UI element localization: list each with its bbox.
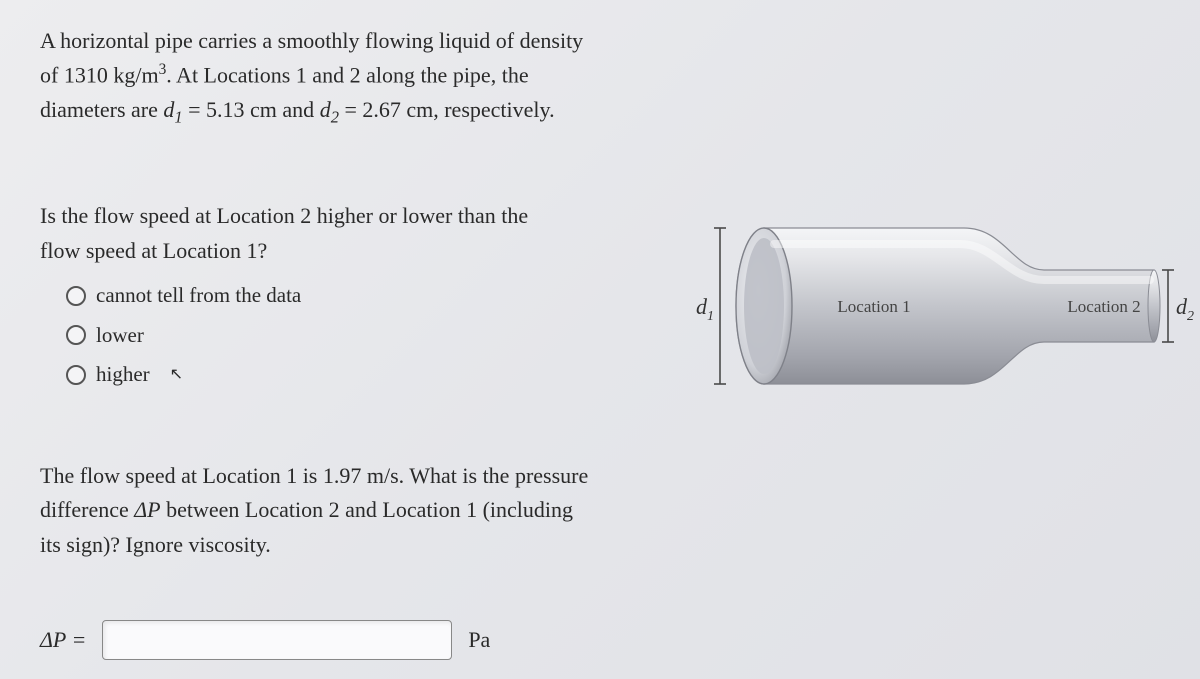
- option-label: cannot tell from the data: [96, 276, 301, 316]
- location-2-label: Location 2: [1067, 297, 1140, 316]
- problem-intro: A horizontal pipe carries a smoothly flo…: [40, 24, 680, 129]
- question-1: Is the flow speed at Location 2 higher o…: [40, 199, 640, 395]
- radio-icon: [66, 365, 86, 385]
- d1-bracket: [714, 228, 726, 384]
- q2-line2: difference ΔP between Location 2 and Loc…: [40, 493, 700, 527]
- q2-line2-b: between Location 2 and Location 1 (inclu…: [161, 497, 573, 522]
- d2-bracket: [1162, 270, 1174, 342]
- intro-d2-sym: d: [320, 97, 331, 122]
- d2-label: d2: [1176, 294, 1194, 324]
- intro-d1-sub: 1: [174, 107, 182, 126]
- option-label: lower: [96, 316, 144, 356]
- intro-line-2: of 1310 kg/m3. At Locations 1 and 2 alon…: [40, 58, 680, 92]
- q1-line1: Is the flow speed at Location 2 higher o…: [40, 199, 640, 233]
- pipe-diagram: d1 Location 1 Location 2 d2: [674, 196, 1194, 416]
- option-label: higher: [96, 355, 150, 395]
- delta-p-input[interactable]: [102, 620, 452, 660]
- answer-unit: Pa: [468, 627, 490, 653]
- cursor-icon: ↖: [170, 360, 183, 390]
- intro-line2-b: . At Locations 1 and 2 along the pipe, t…: [166, 62, 528, 87]
- radio-icon: [66, 325, 86, 345]
- question-2: The flow speed at Location 1 is 1.97 m/s…: [40, 459, 700, 561]
- delta-p-equals: ΔP =: [40, 627, 86, 652]
- q1-line2: flow speed at Location 1?: [40, 234, 640, 268]
- answer-lhs: ΔP =: [40, 627, 86, 653]
- pipe-svg: d1 Location 1 Location 2 d2: [674, 196, 1194, 416]
- location-1-label: Location 1: [837, 297, 910, 316]
- q2-dp-sym: ΔP: [134, 497, 160, 522]
- option-cannot-tell[interactable]: cannot tell from the data: [66, 276, 640, 316]
- answer-row: ΔP = Pa: [40, 620, 1160, 660]
- intro-line-1: A horizontal pipe carries a smoothly flo…: [40, 24, 680, 58]
- intro-d1-sym: d: [163, 97, 174, 122]
- intro-line3-b: = 5.13 cm and: [183, 97, 320, 122]
- intro-line3-a: diameters are: [40, 97, 163, 122]
- intro-line2-a: of 1310 kg/m: [40, 62, 159, 87]
- option-lower[interactable]: lower: [66, 316, 640, 356]
- radio-icon: [66, 286, 86, 306]
- option-higher[interactable]: higher ↖: [66, 355, 640, 395]
- intro-line-3: diameters are d1 = 5.13 cm and d2 = 2.67…: [40, 93, 680, 130]
- intro-line3-c: = 2.67 cm, respectively.: [339, 97, 555, 122]
- q2-line2-a: difference: [40, 497, 134, 522]
- q2-line3: its sign)? Ignore viscosity.: [40, 528, 700, 562]
- d1-label: d1: [696, 294, 714, 324]
- q1-options: cannot tell from the data lower higher ↖: [66, 276, 640, 396]
- q2-line1: The flow speed at Location 1 is 1.97 m/s…: [40, 459, 700, 493]
- intro-d2-sub: 2: [331, 107, 339, 126]
